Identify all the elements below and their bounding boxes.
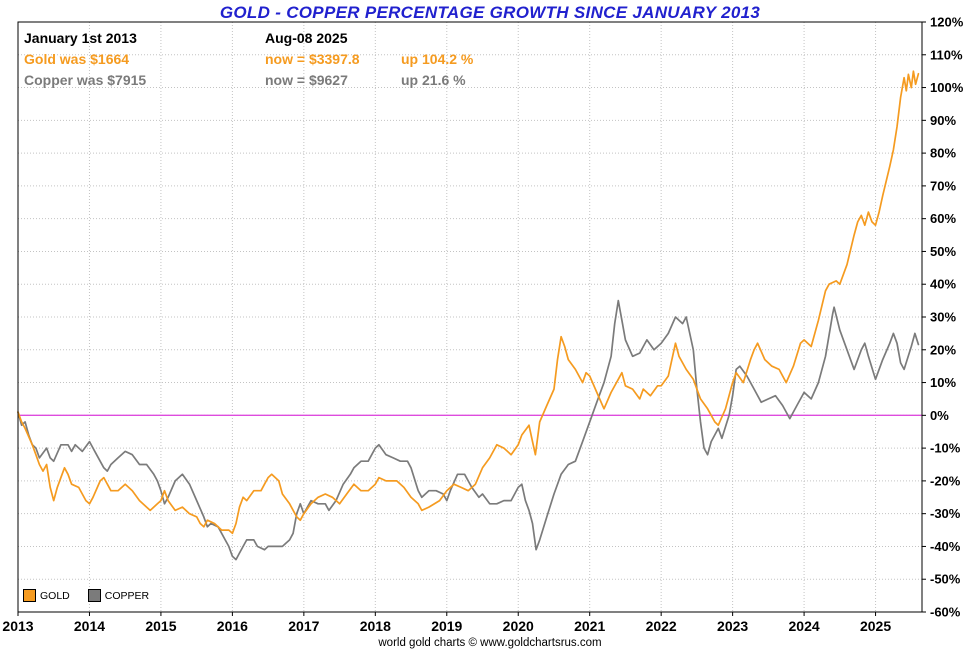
y-tick-label: -40%	[930, 539, 961, 554]
x-tick-label: 2017	[288, 618, 319, 634]
y-tick-label: 70%	[930, 178, 956, 193]
end-date-label: Aug-08 2025	[265, 30, 348, 46]
y-tick-label: 110%	[930, 47, 963, 62]
x-tick-label: 2015	[145, 618, 176, 634]
x-tick-label: 2020	[503, 618, 534, 634]
legend-gold-label: GOLD	[40, 589, 70, 602]
x-tick-label: 2023	[717, 618, 748, 634]
x-tick-label: 2018	[360, 618, 391, 634]
y-tick-label: -20%	[930, 473, 961, 488]
footer-credit: world gold charts © www.goldchartsrus.co…	[378, 637, 602, 649]
start-date-label: January 1st 2013	[24, 30, 137, 46]
y-tick-label: -50%	[930, 572, 961, 587]
annotation-block: January 1st 2013 Aug-08 2025 Gold was $1…	[24, 28, 473, 91]
plot-border	[17, 21, 923, 613]
gold-now-label: now = $3397.8	[265, 51, 360, 67]
y-tick-label: 40%	[930, 277, 956, 292]
x-tick-label: 2025	[860, 618, 891, 634]
y-tick-label: 50%	[930, 244, 956, 259]
gold-was-label: Gold was $1664	[24, 51, 130, 67]
x-tick-label: 2019	[431, 618, 462, 634]
legend-item-gold: GOLD	[23, 589, 70, 602]
legend-item-copper: COPPER	[87, 589, 150, 602]
spacer	[401, 28, 473, 49]
copper-up-label: up 21.6 %	[401, 72, 466, 88]
x-tick-label: 2024	[789, 618, 820, 634]
gold-swatch-icon	[23, 589, 36, 602]
x-tick-label: 2021	[574, 618, 605, 634]
y-tick-label: -30%	[930, 506, 961, 521]
y-tick-label: -10%	[930, 441, 961, 456]
legend-copper-label: COPPER	[104, 589, 150, 602]
copper-now-label: now = $9627	[265, 72, 348, 88]
chart-title: GOLD - COPPER PERCENTAGE GROWTH SINCE JA…	[219, 3, 761, 22]
y-tick-label: 90%	[930, 113, 956, 128]
legend: GOLD COPPER	[23, 589, 149, 602]
y-tick-label: 0%	[930, 408, 949, 423]
copper-was-label: Copper was $7915	[24, 72, 147, 88]
x-tick-label: 2022	[646, 618, 677, 634]
gold-up-label: up 104.2 %	[401, 51, 474, 67]
x-tick-label: 2016	[217, 618, 248, 634]
y-tick-label: -60%	[930, 605, 961, 620]
series-line-gold	[17, 70, 920, 535]
y-tick-label: 80%	[930, 146, 956, 161]
y-tick-label: 100%	[930, 80, 964, 95]
y-tick-label: 60%	[930, 211, 956, 226]
copper-swatch-icon	[87, 589, 101, 602]
x-tick-label: 2014	[74, 618, 105, 634]
grid-lines	[17, 21, 926, 616]
series-line-copper	[17, 299, 920, 561]
y-tick-label: 30%	[930, 310, 956, 325]
x-tick-label: 2013	[2, 618, 33, 634]
y-tick-label: 10%	[930, 375, 956, 390]
y-tick-label: 20%	[930, 342, 956, 357]
y-tick-label: 120%	[930, 15, 964, 30]
